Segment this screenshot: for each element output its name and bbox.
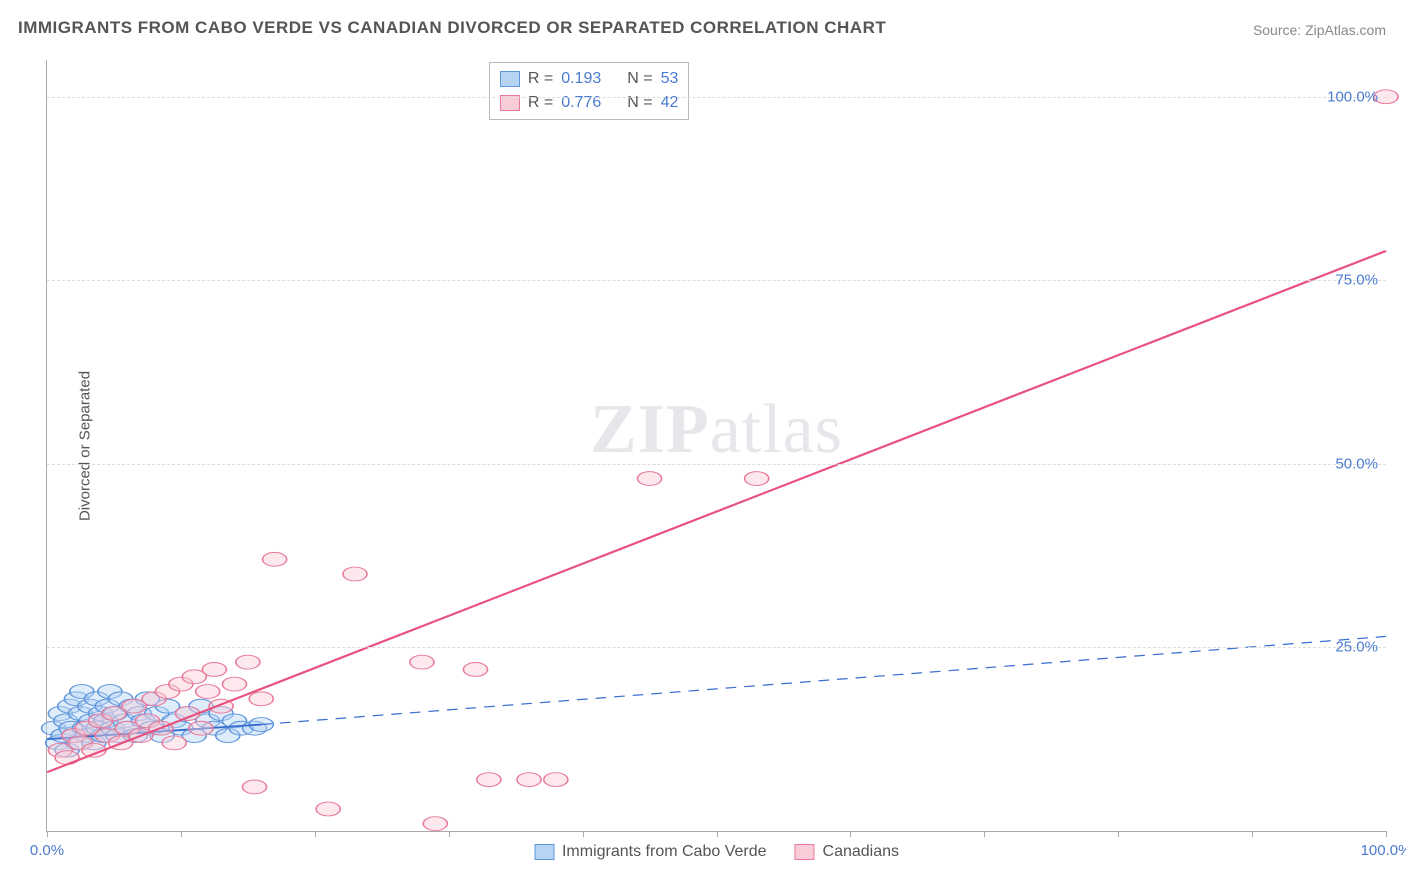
data-point xyxy=(162,736,186,750)
x-tick xyxy=(315,831,316,837)
data-point xyxy=(249,692,273,706)
n-label: N = xyxy=(627,91,652,115)
correlation-legend: R = 0.193 N = 53 R = 0.776 N = 42 xyxy=(489,62,690,120)
legend-row: R = 0.776 N = 42 xyxy=(500,91,679,115)
r-value: 0.193 xyxy=(561,67,601,91)
series-legend-item: Immigrants from Cabo Verde xyxy=(534,843,767,861)
n-value: 53 xyxy=(661,67,679,91)
y-tick-label: 75.0% xyxy=(1335,272,1378,289)
series-legend-label: Immigrants from Cabo Verde xyxy=(562,843,767,861)
data-point xyxy=(517,773,541,787)
trend-line xyxy=(47,251,1386,772)
data-point xyxy=(745,472,769,486)
x-tick xyxy=(449,831,450,837)
data-point xyxy=(242,780,266,794)
gridline xyxy=(47,464,1386,465)
source-label: Source: xyxy=(1253,22,1305,38)
plot-svg xyxy=(47,60,1386,831)
gridline xyxy=(47,280,1386,281)
plot-area: ZIPatlas R =0.193N =53R =0.776N =42 Immi… xyxy=(46,60,1386,832)
data-point xyxy=(463,663,487,677)
data-point xyxy=(263,552,287,566)
trend-line-extrap xyxy=(261,636,1386,724)
data-point xyxy=(196,685,220,699)
r-label: R = xyxy=(528,91,553,115)
legend-swatch xyxy=(795,844,815,860)
legend-swatch xyxy=(500,71,520,87)
data-point xyxy=(544,773,568,787)
x-tick xyxy=(850,831,851,837)
data-point xyxy=(55,751,79,765)
source-attribution: Source: ZipAtlas.com xyxy=(1253,22,1386,38)
x-tick xyxy=(717,831,718,837)
x-tick-label: 0.0% xyxy=(30,842,64,859)
data-point xyxy=(637,472,661,486)
series-legend-item: Canadians xyxy=(795,843,900,861)
series-legend-label: Canadians xyxy=(823,843,900,861)
y-tick-label: 100.0% xyxy=(1327,88,1378,105)
x-tick xyxy=(583,831,584,837)
gridline xyxy=(47,647,1386,648)
r-label: R = xyxy=(528,67,553,91)
chart-container: IMMIGRANTS FROM CABO VERDE VS CANADIAN D… xyxy=(0,0,1406,892)
y-tick-label: 50.0% xyxy=(1335,455,1378,472)
data-point xyxy=(343,567,367,581)
chart-title: IMMIGRANTS FROM CABO VERDE VS CANADIAN D… xyxy=(18,18,886,38)
x-tick xyxy=(181,831,182,837)
data-point xyxy=(202,663,226,677)
source-link[interactable]: ZipAtlas.com xyxy=(1305,22,1386,38)
r-value: 0.776 xyxy=(561,91,601,115)
data-point xyxy=(477,773,501,787)
n-label: N = xyxy=(627,67,652,91)
n-value: 42 xyxy=(661,91,679,115)
series-legend: Immigrants from Cabo Verde Canadians xyxy=(534,843,899,861)
y-tick-label: 25.0% xyxy=(1335,639,1378,656)
x-tick xyxy=(47,831,48,837)
x-tick xyxy=(984,831,985,837)
data-point xyxy=(189,721,213,735)
legend-row: R = 0.193 N = 53 xyxy=(500,67,679,91)
legend-swatch xyxy=(534,844,554,860)
data-point xyxy=(316,802,340,816)
data-point xyxy=(423,817,447,831)
data-point xyxy=(222,677,246,691)
gridline xyxy=(47,97,1386,98)
x-tick xyxy=(1118,831,1119,837)
x-tick xyxy=(1386,831,1387,837)
data-point xyxy=(410,655,434,669)
x-tick xyxy=(1252,831,1253,837)
data-point xyxy=(236,655,260,669)
x-tick-label: 100.0% xyxy=(1361,842,1406,859)
